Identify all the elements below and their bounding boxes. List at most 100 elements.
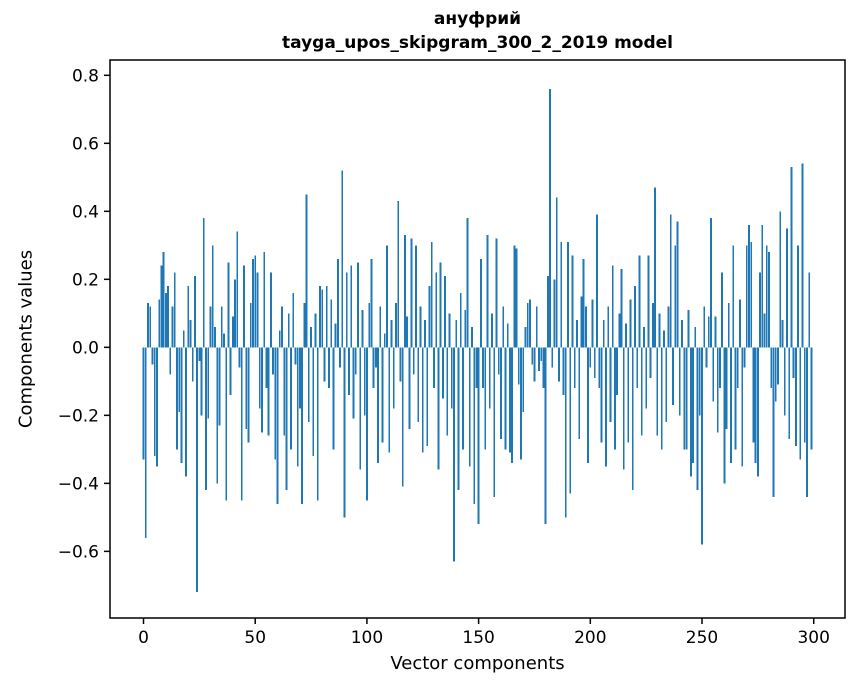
bar: [614, 347, 616, 450]
bar: [473, 347, 476, 504]
bar: [397, 201, 400, 348]
bar: [272, 347, 274, 375]
bar: [645, 347, 648, 409]
bar: [797, 245, 799, 348]
bar: [388, 347, 391, 453]
x-tick-label: 0: [138, 628, 149, 648]
bar: [772, 347, 775, 497]
bar: [491, 313, 493, 348]
bar: [741, 347, 744, 467]
bar: [656, 347, 659, 436]
bar: [723, 347, 726, 484]
bar: [223, 333, 225, 348]
bar: [629, 299, 632, 348]
bar: [535, 306, 538, 348]
bar: [526, 303, 529, 348]
bar: [605, 347, 607, 467]
bar: [651, 303, 654, 348]
bar: [636, 347, 639, 389]
bars-group: [142, 88, 813, 593]
bar: [254, 255, 257, 348]
bar: [312, 347, 315, 457]
bar: [238, 347, 241, 368]
bar: [533, 347, 536, 382]
bar: [716, 347, 719, 433]
bar: [417, 347, 420, 423]
bar: [725, 347, 728, 429]
bar: [591, 299, 594, 348]
bar: [589, 347, 592, 368]
bar: [412, 347, 415, 375]
bar: [453, 347, 455, 562]
bar: [227, 262, 230, 348]
bar: [182, 330, 185, 348]
bar: [803, 347, 806, 443]
bar: [207, 347, 210, 419]
bar: [743, 347, 746, 368]
bar: [408, 347, 411, 429]
y-tick-label: 0.2: [72, 270, 99, 290]
bar: [305, 194, 308, 348]
bar: [220, 306, 223, 348]
bar: [274, 347, 277, 460]
y-tick-label: 0.6: [72, 134, 99, 154]
bar: [540, 347, 543, 361]
bar: [202, 218, 205, 348]
bar: [455, 320, 458, 348]
y-tick-label: −0.2: [58, 406, 99, 426]
bar: [736, 347, 739, 389]
bar: [314, 313, 317, 348]
bar: [696, 347, 699, 491]
bar: [616, 347, 619, 395]
bar: [794, 347, 797, 446]
bar: [582, 258, 585, 348]
bar: [750, 241, 753, 348]
bar: [468, 347, 471, 467]
bar: [475, 347, 478, 389]
bar: [788, 347, 791, 440]
bar: [176, 347, 178, 450]
bar: [310, 326, 312, 348]
bar: [390, 320, 393, 348]
bar: [598, 347, 601, 389]
bar: [774, 347, 777, 402]
bar: [265, 347, 268, 389]
bar: [482, 347, 484, 389]
bar: [493, 347, 496, 497]
bar: [698, 347, 701, 416]
bar: [426, 347, 429, 446]
bar: [348, 347, 350, 395]
bar: [634, 286, 636, 348]
bar: [307, 347, 310, 423]
bar: [560, 241, 563, 348]
bar: [261, 347, 263, 433]
bar: [727, 303, 730, 348]
bar: [567, 241, 569, 348]
bar: [553, 279, 556, 348]
bar: [421, 347, 424, 453]
bar: [689, 347, 692, 477]
chart-title-line2: tayga_upos_skipgram_300_2_2019 model: [282, 33, 673, 53]
bar: [178, 347, 181, 412]
bar: [672, 347, 674, 406]
bar: [732, 245, 735, 348]
bar: [285, 347, 288, 491]
bar: [345, 272, 348, 348]
bar: [142, 347, 145, 460]
bar: [538, 347, 540, 372]
bar: [712, 347, 715, 402]
bar: [564, 347, 567, 518]
bar: [654, 187, 656, 348]
bar: [754, 347, 757, 463]
y-tick-label: −0.4: [58, 474, 99, 494]
bar: [549, 88, 551, 348]
bar: [428, 286, 431, 348]
bar: [372, 347, 375, 389]
bar: [471, 326, 473, 348]
bar: [406, 316, 409, 348]
bar: [392, 347, 395, 409]
y-tick-label: 0.8: [72, 66, 99, 86]
bar: [506, 323, 509, 348]
bar: [292, 292, 295, 348]
